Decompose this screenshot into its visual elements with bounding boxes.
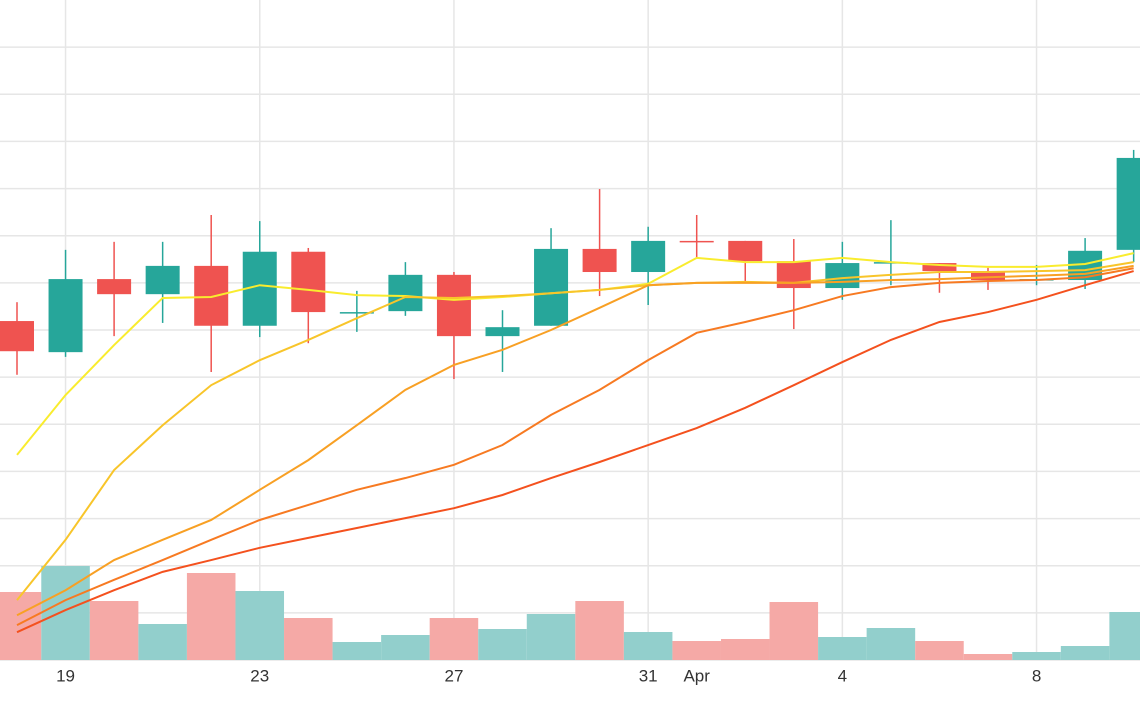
volume-bar: [284, 618, 333, 660]
volume-bar: [963, 654, 1013, 660]
x-tick-label: 23: [250, 666, 269, 685]
candle-body: [582, 248, 617, 273]
volume-bar: [866, 628, 916, 660]
x-axis: 19 23 27 31 Apr 4 8: [56, 666, 1041, 685]
candle-body: [339, 312, 374, 314]
volume-bar: [41, 566, 90, 660]
volume-bar: [381, 635, 430, 660]
x-tick-label: 4: [838, 666, 847, 685]
volume-bar: [478, 629, 527, 660]
candle-body: [0, 321, 34, 352]
volume-bar: [623, 632, 673, 660]
candle-body: [48, 279, 83, 353]
volume-bar: [1060, 646, 1110, 660]
volume-bar: [575, 601, 624, 660]
ma-layer: [16, 252, 1134, 634]
volume-bar: [186, 573, 236, 660]
volume-bar: [235, 591, 285, 660]
x-tick-label: 27: [444, 666, 463, 685]
volume-bar: [1109, 612, 1140, 660]
candle-body: [776, 261, 811, 289]
candle-layer: [0, 149, 1140, 380]
candle-body: [436, 274, 471, 337]
volume-bar: [526, 614, 576, 660]
volume-bar: [138, 624, 187, 660]
moving-average-line: [16, 261, 1134, 601]
candle-body: [388, 274, 423, 312]
volume-bar: [672, 641, 721, 660]
candle-body: [631, 240, 666, 273]
moving-average-line: [16, 264, 1134, 617]
candle-body: [825, 263, 860, 289]
volume-layer: [0, 566, 1140, 660]
grid: [0, 0, 1140, 661]
volume-bar: [429, 618, 479, 660]
moving-average-line: [16, 267, 1134, 627]
candle-body: [485, 327, 520, 337]
candle-body: [291, 251, 326, 313]
candle-body: [97, 279, 132, 295]
candle-body: [728, 240, 763, 262]
candle-body: [922, 263, 957, 272]
volume-bar: [332, 642, 382, 660]
candle-body: [679, 240, 714, 243]
candle-body: [534, 248, 569, 326]
volume-bar: [1012, 652, 1061, 660]
moving-average-line: [16, 270, 1134, 634]
candle-body: [194, 265, 229, 326]
volume-bar: [769, 602, 819, 660]
x-tick-label: 8: [1032, 666, 1041, 685]
candle-body: [1116, 157, 1140, 250]
volume-bar: [818, 637, 867, 660]
volume-bar: [0, 592, 42, 660]
x-tick-label: 31: [639, 666, 658, 685]
candle-body: [145, 265, 180, 295]
candle-body: [971, 272, 1005, 281]
volume-bar: [720, 639, 770, 660]
x-tick-label: 19: [56, 666, 75, 685]
volume-bar: [89, 601, 139, 660]
volume-bar: [915, 641, 964, 660]
x-tick-label: Apr: [683, 666, 710, 685]
